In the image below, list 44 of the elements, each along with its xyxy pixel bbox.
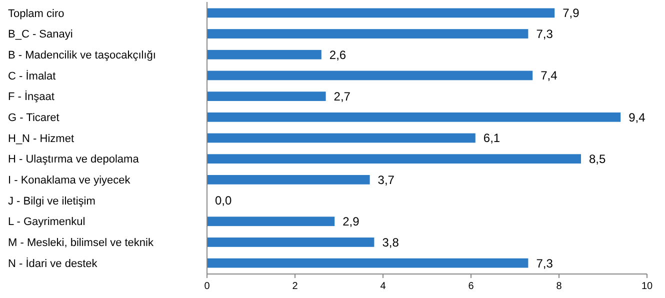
bar [207, 216, 335, 226]
y-tick-label: H - Ulaştırma ve depolama [8, 154, 140, 166]
bar [207, 29, 528, 38]
x-tick-label: 6 [468, 281, 474, 292]
data-label: 2,6 [329, 48, 346, 62]
bar [207, 154, 581, 164]
y-tick-label: L - Gayrimenkul [8, 216, 86, 228]
x-tick-label: 10 [641, 281, 653, 292]
x-tick-label: 4 [380, 281, 386, 292]
data-label: 2,7 [334, 90, 351, 104]
bar [207, 112, 621, 122]
bar [207, 258, 528, 268]
y-tick-label: B - Madencilik ve taşocakçılığı [8, 49, 156, 62]
data-label: 7,9 [562, 6, 580, 20]
y-tick-label: I - Konaklama ve yiyecek [8, 174, 131, 187]
data-label: 2,9 [342, 214, 360, 229]
data-label: 0,0 [215, 194, 232, 208]
data-label: 8,5 [589, 152, 606, 166]
x-tick-label: 8 [556, 281, 562, 292]
y-tick-label: J - Bilgi ve iletişim [8, 195, 96, 208]
data-label: 3,7 [378, 172, 395, 187]
y-tick-label: G - Ticaret [8, 112, 60, 124]
bar [207, 8, 555, 18]
bar [207, 70, 533, 80]
bar [207, 133, 476, 143]
y-tick-label: N - İdari ve destek [8, 256, 98, 270]
data-label: 3,8 [382, 235, 400, 250]
x-tick-label: 0 [204, 281, 210, 292]
bar [207, 174, 370, 184]
bar [207, 238, 374, 247]
data-label: 7,3 [536, 26, 554, 41]
data-label: 7,3 [536, 256, 554, 270]
data-label: 6,1 [483, 131, 500, 146]
y-tick-label: C - İmalat [8, 69, 56, 82]
y-tick-label: Toplam ciro [8, 8, 64, 20]
x-tick-label: 2 [292, 281, 298, 292]
bar [207, 50, 322, 60]
y-tick-label: M - Mesleki, bilimsel ve teknik [8, 237, 154, 250]
data-label: 7,4 [540, 68, 558, 83]
y-tick-label: F - İnşaat [8, 90, 54, 104]
bar [207, 92, 326, 102]
y-tick-label: B_C - Sanayi [8, 28, 73, 41]
data-label: 9,4 [628, 110, 646, 124]
y-tick-label: H_N - Hizmet [8, 132, 74, 145]
